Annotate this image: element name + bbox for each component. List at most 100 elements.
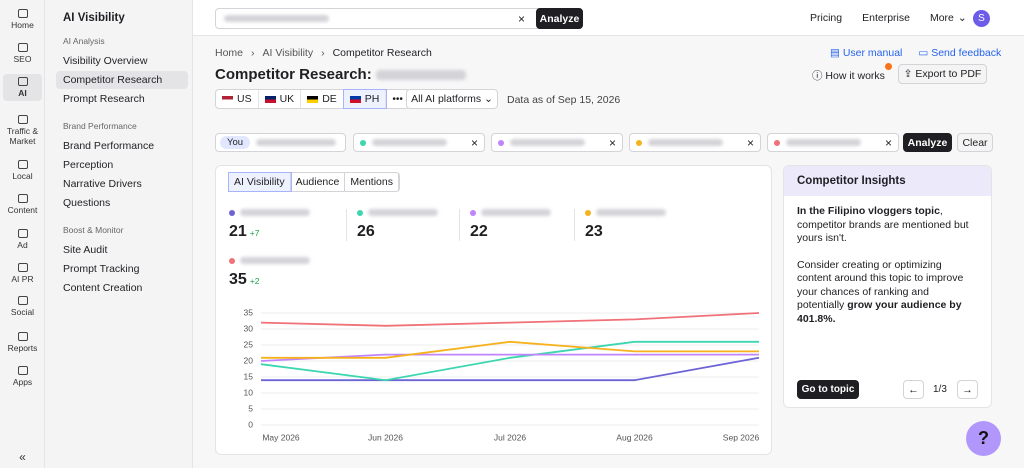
country-button[interactable]: DE [301, 90, 344, 108]
remove-icon[interactable]: × [746, 135, 754, 150]
sidebar-item[interactable]: Site Audit [63, 244, 108, 256]
value: 22 [470, 223, 488, 240]
rail-item[interactable]: Content [3, 191, 42, 218]
you-input[interactable]: You [215, 133, 346, 152]
how-it-works[interactable]: ⓘ How it works [812, 70, 885, 82]
sidebar-item[interactable]: Competitor Research [56, 71, 188, 89]
nav-item[interactable]: Pricing [810, 12, 843, 24]
nav-item[interactable]: Enterprise [862, 12, 910, 24]
prev-button[interactable]: ← [903, 380, 924, 399]
more-button[interactable]: ••• [392, 93, 403, 105]
platform-dropdown[interactable]: All AI platforms ⌄ [406, 89, 498, 109]
sidebar-item[interactable]: Perception [63, 159, 114, 171]
insights-card: Competitor Insights In the Filipino vlog… [783, 165, 992, 408]
rail-label: Home [11, 20, 34, 30]
remove-icon[interactable]: × [884, 135, 892, 150]
color-dot [357, 209, 363, 216]
rail-item[interactable]: Home [3, 6, 42, 33]
clear-icon[interactable]: × [518, 12, 526, 26]
value: 35 [229, 271, 247, 288]
send-feedback[interactable]: ▭ Send feedback [918, 47, 1002, 59]
sidebar-item[interactable]: Narrative Drivers [63, 178, 142, 190]
metric: 21 +7 [229, 209, 344, 241]
series-line [260, 312, 760, 327]
sidebar-item[interactable]: Visibility Overview [63, 55, 148, 67]
tab[interactable]: AI Visibility [228, 172, 292, 192]
rail-item[interactable]: Ad [3, 226, 42, 253]
rail-item[interactable]: Local [3, 157, 42, 184]
section-heading: Boost & Monitor [63, 225, 124, 235]
x-tick-label: May 2026 [262, 432, 300, 442]
flag [264, 95, 276, 103]
flag [307, 95, 319, 103]
avatar[interactable]: S [973, 10, 990, 27]
flag [349, 95, 361, 103]
link-text: Send feedback [931, 47, 1002, 59]
title-text: Competitor Research: [215, 66, 372, 83]
blurred-domain [224, 15, 329, 22]
crumb[interactable]: AI Visibility [262, 47, 314, 59]
rail-label: Reports [7, 343, 38, 353]
go-to-topic[interactable]: Go to topic [797, 380, 859, 399]
country-button[interactable]: US [216, 90, 259, 108]
remove-icon[interactable]: × [608, 135, 616, 150]
sidebar-item[interactable]: Content Creation [63, 282, 143, 294]
color-dot [229, 209, 235, 216]
rail-item[interactable]: AI [3, 74, 42, 101]
remove-icon[interactable]: × [470, 135, 478, 150]
data-date: Data as of Sep 15, 2026 [507, 94, 621, 106]
crumb[interactable]: Home [215, 47, 244, 59]
rail-item[interactable]: Reports [3, 329, 42, 356]
chevron: ⌄ [957, 12, 967, 24]
text: Consider creating or optimizing content … [797, 258, 964, 312]
next-button[interactable]: → [957, 380, 978, 399]
y-tick-label: 5 [248, 403, 253, 413]
rail-item[interactable]: Social [3, 293, 42, 320]
metric: 22 [459, 209, 574, 241]
sidebar-item[interactable]: Questions [63, 197, 111, 209]
series-line [260, 340, 759, 382]
tab[interactable]: Audience [291, 173, 346, 191]
rail-item[interactable]: AI PR [3, 260, 42, 287]
analyze-button[interactable]: Analyze [903, 133, 952, 152]
competitor-input[interactable]: × [353, 133, 485, 152]
sidebar-item[interactable]: Prompt Research [63, 93, 145, 105]
country-code: UK [279, 93, 295, 105]
search-box[interactable]: × Analyze [215, 8, 583, 29]
insights-title: Competitor Insights [784, 166, 991, 196]
paragraph: Consider creating or optimizing content … [797, 259, 978, 327]
rail-label: Content [7, 205, 38, 215]
sidebar: AI Visibility AI Analysis Visibility Over… [45, 0, 193, 468]
delta: +7 [249, 228, 260, 238]
flag [222, 95, 233, 103]
country-button[interactable]: UK [259, 90, 302, 108]
user-manual[interactable]: ▤ User manual [830, 47, 903, 59]
country-button[interactable]: PH [342, 89, 388, 109]
help-bubble[interactable]: ? [966, 421, 1001, 456]
analyze-button[interactable]: Analyze [536, 8, 583, 29]
nav-item[interactable]: More [929, 12, 954, 24]
blurred-domain [256, 139, 337, 146]
collapse-icon[interactable]: « [19, 450, 26, 464]
clear-button[interactable]: Clear [957, 133, 993, 152]
bold: In the Filipino vloggers topic [797, 205, 940, 217]
export-button[interactable]: ⇪ Export to PDF [898, 64, 987, 84]
icon [17, 296, 28, 305]
blurred-domain [510, 139, 585, 146]
metric: 26 [346, 209, 461, 241]
country-selector: US UK DE PH ••• [215, 89, 410, 109]
rail-item[interactable]: Apps [3, 363, 42, 390]
y-tick-label: 15 [244, 371, 254, 381]
competitor-input[interactable]: × [491, 133, 623, 152]
color-dot [229, 257, 235, 264]
rail-item[interactable]: Traffic & Market [3, 112, 42, 149]
sidebar-item[interactable]: Brand Performance [63, 140, 155, 152]
rail-item[interactable]: SEO [3, 40, 42, 67]
badge [885, 63, 892, 70]
country-code: PH [364, 93, 380, 105]
competitor-input[interactable]: × [767, 133, 899, 152]
competitor-input[interactable]: × [629, 133, 761, 152]
tab[interactable]: Mentions [345, 173, 399, 191]
color-dot [498, 139, 504, 146]
sidebar-item[interactable]: Prompt Tracking [63, 263, 140, 275]
